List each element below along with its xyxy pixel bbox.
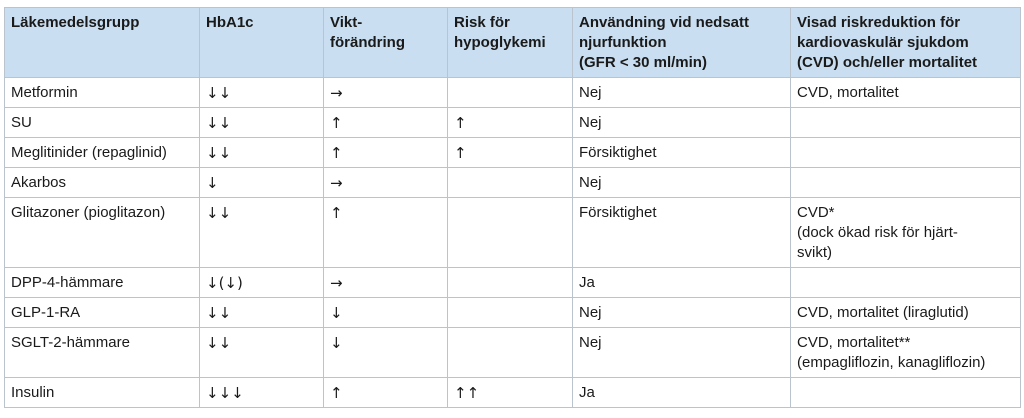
cell-hypoglycemia-risk [447, 297, 573, 328]
table-row-dpp4: DPP-4-hämmare ↓(↓) → Ja [4, 267, 1021, 298]
cell-renal-use: Nej [572, 167, 791, 198]
cell-hypoglycemia-risk [447, 327, 573, 378]
cell-hba1c: ↓↓ [199, 297, 324, 328]
table-body: Metformin ↓↓ → Nej CVD, mortalitet SU ↓↓… [4, 77, 1021, 408]
cell-hba1c: ↓↓ [199, 107, 324, 138]
cell-renal-use: Ja [572, 267, 791, 298]
cell-renal-use: Nej [572, 297, 791, 328]
cell-hba1c: ↓↓ [199, 77, 324, 108]
cell-cvd-reduction: CVD, mortalitet [790, 77, 1021, 108]
table-header: Läkemedelsgrupp HbA1c Vikt- förändring R… [4, 7, 1021, 78]
table-row-meglitinider: Meglitinider (repaglinid) ↓↓ ↑ ↑ Försikt… [4, 137, 1021, 168]
cell-drug-group: DPP-4-hämmare [4, 267, 200, 298]
cell-drug-group: GLP-1-RA [4, 297, 200, 328]
table-row-glitazoner: Glitazoner (pioglitazon) ↓↓ ↑ Försiktigh… [4, 197, 1021, 268]
cell-hypoglycemia-risk [447, 197, 573, 268]
cell-hypoglycemia-risk: ↑ [447, 107, 573, 138]
cell-hba1c: ↓ [199, 167, 324, 198]
cell-hypoglycemia-risk [447, 167, 573, 198]
header-hba1c: HbA1c [199, 7, 324, 78]
cell-hba1c: ↓↓↓ [199, 377, 324, 408]
cell-weight-change: → [323, 167, 448, 198]
cell-cvd-reduction [790, 167, 1021, 198]
cell-hypoglycemia-risk: ↑ [447, 137, 573, 168]
header-renal-use: Användning vid nedsatt njurfunktion (GFR… [572, 7, 791, 78]
table-row-glp1: GLP-1-RA ↓↓ ↓ Nej CVD, mortalitet (lirag… [4, 297, 1021, 328]
cell-renal-use: Försiktighet [572, 197, 791, 268]
cell-hypoglycemia-risk: ↑↑ [447, 377, 573, 408]
table-row-su: SU ↓↓ ↑ ↑ Nej [4, 107, 1021, 138]
drug-comparison-table-container: Läkemedelsgrupp HbA1c Vikt- förändring R… [4, 7, 1021, 408]
cell-cvd-reduction [790, 377, 1021, 408]
header-row: Läkemedelsgrupp HbA1c Vikt- förändring R… [4, 7, 1021, 78]
cell-hba1c: ↓(↓) [199, 267, 324, 298]
table-row-akarbos: Akarbos ↓ → Nej [4, 167, 1021, 198]
cell-cvd-reduction [790, 137, 1021, 168]
cell-cvd-reduction: CVD* (dock ökad risk för hjärt- svikt) [790, 197, 1021, 268]
cell-drug-group: Insulin [4, 377, 200, 408]
cell-cvd-reduction: CVD, mortalitet (liraglutid) [790, 297, 1021, 328]
cell-drug-group: Metformin [4, 77, 200, 108]
cell-hba1c: ↓↓ [199, 137, 324, 168]
drug-comparison-table: Läkemedelsgrupp HbA1c Vikt- förändring R… [4, 7, 1021, 408]
header-cvd-reduction: Visad riskreduktion för kardiovaskulär s… [790, 7, 1021, 78]
cell-drug-group: Meglitinider (repaglinid) [4, 137, 200, 168]
cell-weight-change: ↑ [323, 107, 448, 138]
cell-drug-group: SU [4, 107, 200, 138]
cell-hba1c: ↓↓ [199, 327, 324, 378]
cell-renal-use: Försiktighet [572, 137, 791, 168]
cell-renal-use: Nej [572, 327, 791, 378]
header-weight-change: Vikt- förändring [323, 7, 448, 78]
cell-hypoglycemia-risk [447, 77, 573, 108]
cell-drug-group: Glitazoner (pioglitazon) [4, 197, 200, 268]
cell-hba1c: ↓↓ [199, 197, 324, 268]
table-row-metformin: Metformin ↓↓ → Nej CVD, mortalitet [4, 77, 1021, 108]
cell-weight-change: → [323, 267, 448, 298]
cell-cvd-reduction [790, 107, 1021, 138]
cell-weight-change: ↓ [323, 327, 448, 378]
cell-cvd-reduction [790, 267, 1021, 298]
cell-renal-use: Ja [572, 377, 791, 408]
cell-cvd-reduction: CVD, mortalitet** (empagliflozin, kanagl… [790, 327, 1021, 378]
cell-weight-change: ↑ [323, 197, 448, 268]
table-row-sglt2: SGLT-2-hämmare ↓↓ ↓ Nej CVD, mortalitet*… [4, 327, 1021, 378]
cell-weight-change: → [323, 77, 448, 108]
header-drug-group: Läkemedelsgrupp [4, 7, 200, 78]
cell-renal-use: Nej [572, 107, 791, 138]
cell-renal-use: Nej [572, 77, 791, 108]
cell-weight-change: ↑ [323, 137, 448, 168]
cell-weight-change: ↑ [323, 377, 448, 408]
cell-weight-change: ↓ [323, 297, 448, 328]
cell-hypoglycemia-risk [447, 267, 573, 298]
cell-drug-group: Akarbos [4, 167, 200, 198]
table-row-insulin: Insulin ↓↓↓ ↑ ↑↑ Ja [4, 377, 1021, 408]
header-hypoglycemia-risk: Risk för hypoglykemi [447, 7, 573, 78]
cell-drug-group: SGLT-2-hämmare [4, 327, 200, 378]
